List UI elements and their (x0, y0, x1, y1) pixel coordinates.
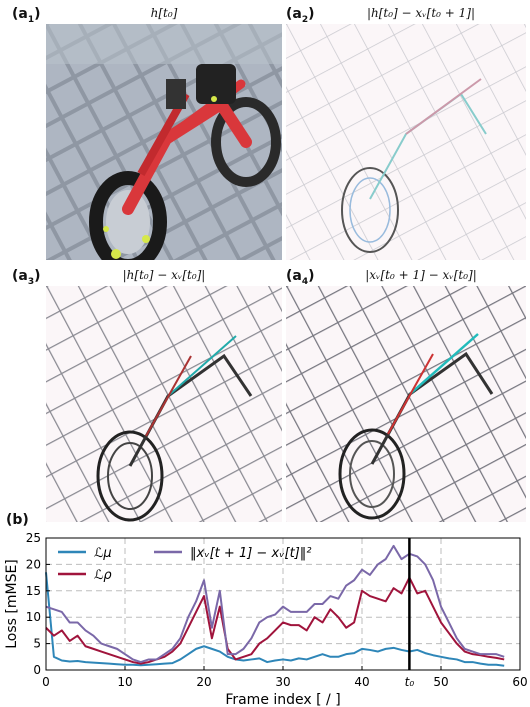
diff-image-a4 (286, 286, 526, 522)
y-tick-label: 5 (33, 637, 41, 651)
y-tick-label: 0 (33, 663, 41, 677)
loss-chart: 0 5 10 15 20 25 0 10 20 30 40 t₀ 50 60 ℒμ ℒρ ‖xᵥ[t + 1]… (4, 531, 528, 707)
series-line-rho (45, 576, 505, 665)
diff-panel-a4 (286, 286, 526, 522)
diff-image-a3 (46, 286, 282, 522)
y-tick-label: 20 (26, 557, 41, 571)
panel-label-a4: (a4) (286, 268, 315, 287)
chart-series (45, 544, 505, 667)
diff-panel-a2 (286, 24, 526, 260)
y-tick-label: 15 (26, 584, 41, 598)
x-tick-label: t₀ (405, 675, 415, 689)
series-line-diff (45, 544, 505, 664)
y-axis-label: Loss [mMSE] (4, 559, 20, 649)
panel-title-a2: |h[t₀] − xᵥ[t₀ + 1]| (366, 6, 476, 20)
x-axis-label: Frame index [ / ] (225, 692, 340, 707)
legend-label-diff: ‖xᵥ[t + 1] − xᵥ[t]‖² (190, 546, 312, 561)
bicycle-photo-panel (46, 24, 282, 260)
x-tick-label: 50 (433, 675, 448, 689)
x-tick-label: 60 (512, 675, 527, 689)
diff-panel-a3 (46, 286, 282, 522)
y-tick-label: 10 (26, 610, 41, 624)
chart-legend: ℒμ ℒρ ‖xᵥ[t + 1] − xᵥ[t]‖² (58, 546, 312, 583)
panel-title-a1: h[t₀] (150, 6, 178, 20)
panel-title-a4: |xᵥ[t₀ + 1] − xᵥ[t₀]| (365, 268, 477, 282)
panel-label-a1: (a1) (12, 6, 41, 25)
x-tick-label: 40 (354, 675, 369, 689)
legend-label-mu: ℒμ (94, 546, 112, 561)
diff-image-a2 (286, 24, 526, 260)
series-line-mu (45, 572, 505, 667)
legend-label-rho: ℒρ (94, 568, 112, 583)
panel-label-a3: (a3) (12, 268, 41, 287)
x-tick-label: 30 (275, 675, 290, 689)
x-tick-label: 10 (117, 675, 132, 689)
panel-label-b: (b) (6, 512, 29, 528)
x-tick-label: 0 (42, 675, 50, 689)
panel-title-a3: |h[t₀] − xᵥ[t₀]| (122, 268, 206, 282)
y-tick-label: 25 (26, 531, 41, 545)
panel-label-a2: (a2) (286, 6, 315, 25)
bicycle-photo-image (46, 24, 282, 260)
chart-ticks: 0 5 10 15 20 25 0 10 20 30 40 t₀ 50 60 (26, 531, 528, 689)
x-tick-label: 20 (196, 675, 211, 689)
